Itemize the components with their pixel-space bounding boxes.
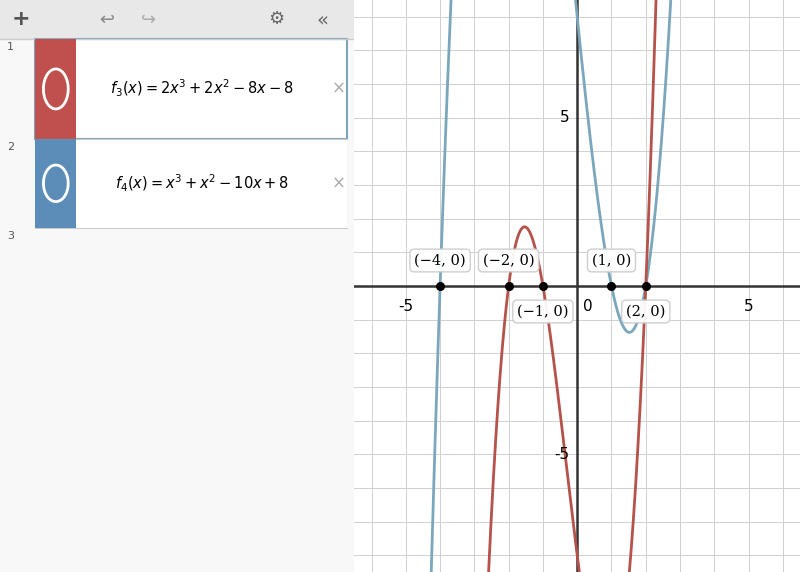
Text: +: +: [12, 10, 30, 29]
Text: (−2, 0): (−2, 0): [483, 253, 534, 268]
Text: $f_3(x) = 2x^3 + 2x^2 - 8x - 8$: $f_3(x) = 2x^3 + 2x^2 - 8x - 8$: [110, 78, 294, 100]
Text: (−1, 0): (−1, 0): [517, 304, 569, 319]
Text: ↩: ↩: [98, 10, 114, 29]
Text: (1, 0): (1, 0): [592, 253, 631, 268]
Text: 0: 0: [583, 299, 593, 314]
Text: 2: 2: [7, 142, 14, 152]
Text: «: «: [317, 10, 329, 29]
Text: ×: ×: [331, 174, 346, 192]
Text: 5: 5: [744, 299, 754, 314]
Text: ×: ×: [331, 80, 346, 98]
Text: 1: 1: [7, 42, 14, 51]
Text: 5: 5: [560, 110, 570, 125]
Text: (−4, 0): (−4, 0): [414, 253, 466, 268]
Text: ↪: ↪: [142, 10, 157, 29]
FancyBboxPatch shape: [35, 139, 76, 228]
Text: ⚙: ⚙: [268, 10, 285, 29]
Text: -5: -5: [398, 299, 414, 314]
Text: (2, 0): (2, 0): [626, 304, 666, 319]
FancyBboxPatch shape: [35, 139, 347, 228]
Text: -5: -5: [554, 447, 570, 462]
Text: $f_4(x) = x^3 + x^2 - 10x + 8$: $f_4(x) = x^3 + x^2 - 10x + 8$: [115, 173, 289, 194]
FancyBboxPatch shape: [35, 39, 347, 139]
Text: 3: 3: [7, 231, 14, 240]
FancyBboxPatch shape: [0, 0, 354, 39]
FancyBboxPatch shape: [35, 39, 76, 139]
